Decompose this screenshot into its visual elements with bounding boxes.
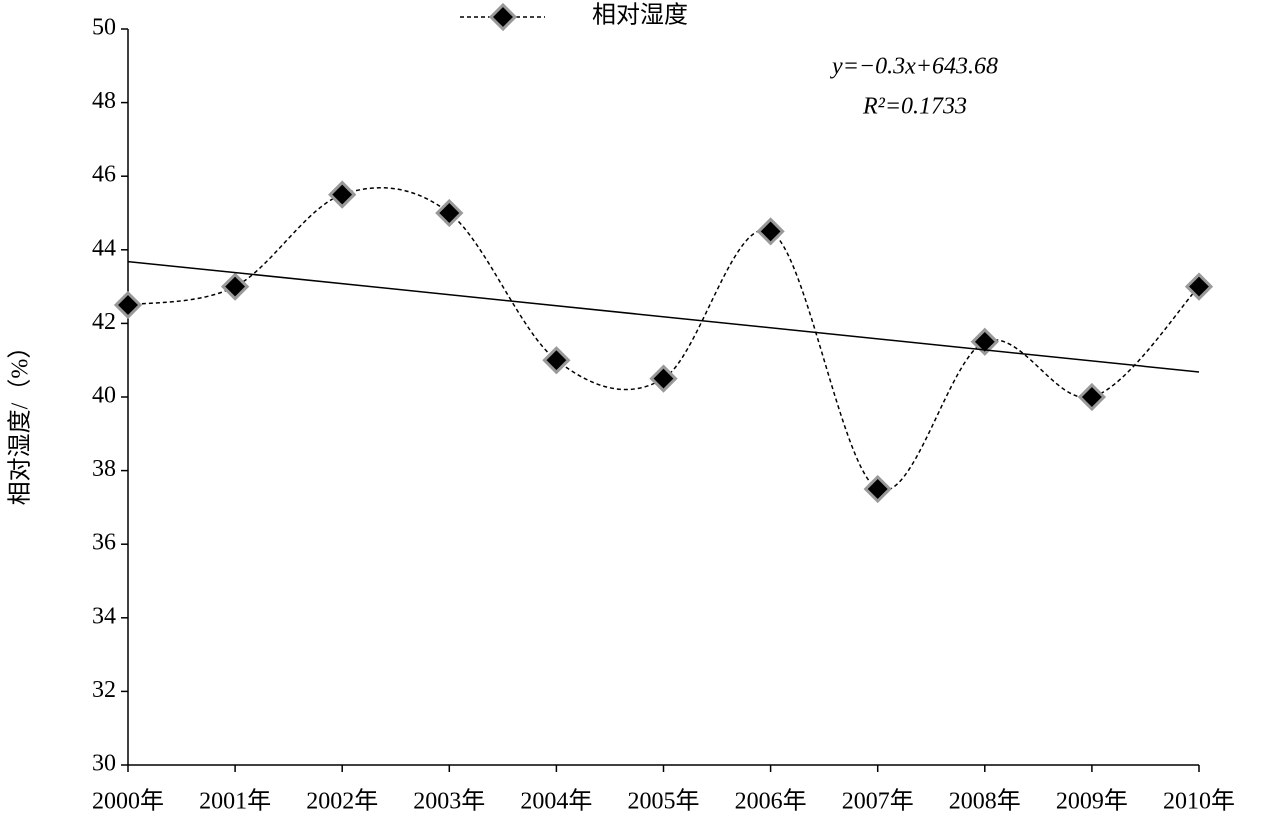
legend-marker <box>488 2 518 32</box>
series-line <box>127 186 1200 492</box>
point-marker <box>1184 272 1214 301</box>
trend-equation: y=−0.3x+643.68 <box>830 54 998 80</box>
y-tick-label: 34 <box>92 603 116 629</box>
x-tick-label: 2002年 <box>306 788 378 815</box>
point-marker <box>649 364 678 393</box>
y-tick-label: 44 <box>92 235 116 261</box>
y-tick-label: 36 <box>92 530 116 556</box>
x-tick-label: 2009年 <box>1056 788 1128 815</box>
point-marker <box>113 290 143 320</box>
y-tick-label: 38 <box>92 456 116 482</box>
x-tick-label: 2003年 <box>413 788 485 815</box>
legend-label: 相对湿度 <box>592 2 688 29</box>
y-axis-label: 相对湿度/（%） <box>7 335 34 506</box>
x-tick-label: 2010年 <box>1163 788 1235 815</box>
y-tick-label: 42 <box>92 309 116 335</box>
point-marker <box>220 272 250 301</box>
point-marker <box>970 327 999 356</box>
y-tick-label: 46 <box>92 162 116 188</box>
x-tick-label: 2000年 <box>92 788 164 815</box>
point-marker <box>328 180 357 209</box>
point-marker <box>542 346 571 375</box>
x-tick-label: 2008年 <box>949 788 1021 815</box>
y-tick-label: 40 <box>92 383 116 409</box>
point-marker <box>863 474 892 504</box>
x-tick-label: 2005年 <box>628 788 700 815</box>
trend-line <box>127 260 1200 373</box>
y-tick-label: 50 <box>92 15 116 41</box>
point-marker <box>756 217 785 246</box>
x-tick-label: 2001年 <box>199 788 271 815</box>
y-tick-label: 30 <box>92 751 116 777</box>
x-tick-label: 2006年 <box>735 788 807 815</box>
point-marker <box>1077 382 1107 412</box>
trend-r-squared: R²=0.1733 <box>862 94 967 120</box>
point-marker <box>435 198 464 228</box>
y-tick-label: 32 <box>92 677 116 703</box>
x-tick-label: 2007年 <box>842 788 914 815</box>
x-tick-label: 2004年 <box>520 788 592 815</box>
y-tick-label: 48 <box>92 88 116 114</box>
